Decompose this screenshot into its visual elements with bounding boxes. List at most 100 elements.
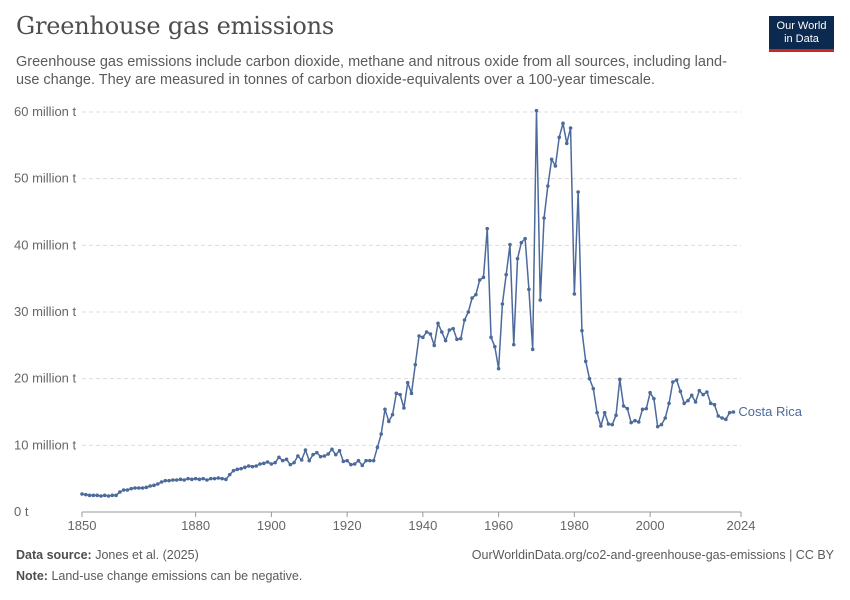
data-point <box>678 389 683 394</box>
x-tick-label: 1960 <box>484 518 513 533</box>
data-point <box>140 486 145 490</box>
data-point <box>432 343 437 348</box>
y-tick-label: 30 million t <box>14 304 77 319</box>
x-tick-label: 1900 <box>257 518 286 533</box>
data-point <box>572 292 577 296</box>
data-point <box>724 417 728 422</box>
data-point <box>602 410 607 415</box>
data-point <box>663 416 668 420</box>
owid-url-link[interactable]: OurWorldinData.org/co2-and-greenhouse-ga… <box>471 548 786 562</box>
data-point <box>576 190 580 194</box>
data-point <box>493 344 497 349</box>
data-point <box>326 452 330 456</box>
data-point <box>451 326 455 331</box>
data-point <box>712 402 717 407</box>
data-point <box>405 380 410 385</box>
x-tick-label: 1920 <box>333 518 362 533</box>
data-point <box>114 493 118 498</box>
data-point <box>83 492 88 497</box>
data-point <box>519 240 524 245</box>
data-point <box>284 457 289 462</box>
data-point <box>246 464 251 468</box>
data-point <box>379 432 384 436</box>
data-point <box>618 377 622 382</box>
data-point <box>205 478 209 482</box>
data-point <box>261 461 266 466</box>
data-point <box>591 386 596 391</box>
data-point <box>671 380 675 384</box>
data-point <box>640 407 645 412</box>
data-point <box>390 412 395 417</box>
data-point <box>705 390 709 394</box>
data-point <box>364 458 368 463</box>
data-source: Data source: Jones et al. (2025) <box>16 548 199 562</box>
data-point <box>564 141 569 146</box>
license-text: | CC BY <box>789 548 834 562</box>
data-point <box>315 450 319 455</box>
data-point <box>481 275 486 280</box>
chart-title: Greenhouse gas emissions <box>16 12 335 40</box>
data-point <box>610 422 615 427</box>
series-line <box>81 109 734 497</box>
data-point <box>152 483 156 488</box>
x-tick-label: 2024 <box>727 518 756 533</box>
data-point <box>243 465 247 470</box>
data-point <box>538 298 543 302</box>
data-point <box>549 157 554 162</box>
data-point <box>693 400 698 404</box>
data-point <box>534 108 539 113</box>
data-point <box>527 287 531 292</box>
data-point <box>439 330 444 334</box>
data-point <box>292 460 296 465</box>
note-value: Land-use change emissions can be negativ… <box>51 569 303 583</box>
data-point <box>455 337 459 342</box>
data-point <box>443 338 448 343</box>
data-point <box>280 458 285 463</box>
data-point <box>254 464 259 468</box>
data-point <box>307 458 312 463</box>
data-point <box>322 454 327 458</box>
data-point <box>178 477 183 482</box>
y-tick-label: 10 million t <box>14 437 77 452</box>
data-point <box>398 392 402 397</box>
data-point <box>333 452 338 457</box>
data-point <box>383 407 387 412</box>
note-label: Note: <box>16 569 48 583</box>
data-point <box>644 406 649 411</box>
data-point <box>220 476 224 481</box>
data-point <box>727 410 732 415</box>
data-point <box>515 256 520 261</box>
data-point <box>167 478 171 483</box>
data-point <box>686 398 690 403</box>
data-point <box>121 488 126 492</box>
data-point <box>318 454 323 459</box>
data-point <box>466 310 471 314</box>
data-point <box>360 463 365 468</box>
source-value: Jones et al. (2025) <box>95 548 199 562</box>
data-point <box>235 467 240 472</box>
data-point <box>689 393 694 398</box>
y-tick-label: 50 million t <box>14 171 77 186</box>
data-point <box>87 493 92 498</box>
series-label: Costa Rica <box>738 404 802 419</box>
data-point <box>163 478 168 483</box>
data-point <box>542 216 546 220</box>
data-point <box>583 359 588 364</box>
data-point <box>330 447 334 452</box>
data-point <box>447 328 452 332</box>
x-tick-label: 1850 <box>68 518 97 533</box>
data-point <box>174 478 179 482</box>
owid-logo[interactable]: Our World in Data <box>769 16 834 52</box>
data-point <box>546 184 550 188</box>
data-point <box>171 478 175 482</box>
data-point <box>118 490 122 494</box>
data-point <box>697 388 702 393</box>
data-point <box>239 466 243 471</box>
data-point <box>269 462 274 466</box>
data-point <box>95 493 99 498</box>
data-point <box>349 462 353 467</box>
data-point <box>148 484 152 488</box>
data-point <box>485 226 490 231</box>
data-point <box>144 485 149 490</box>
data-point <box>352 462 357 466</box>
